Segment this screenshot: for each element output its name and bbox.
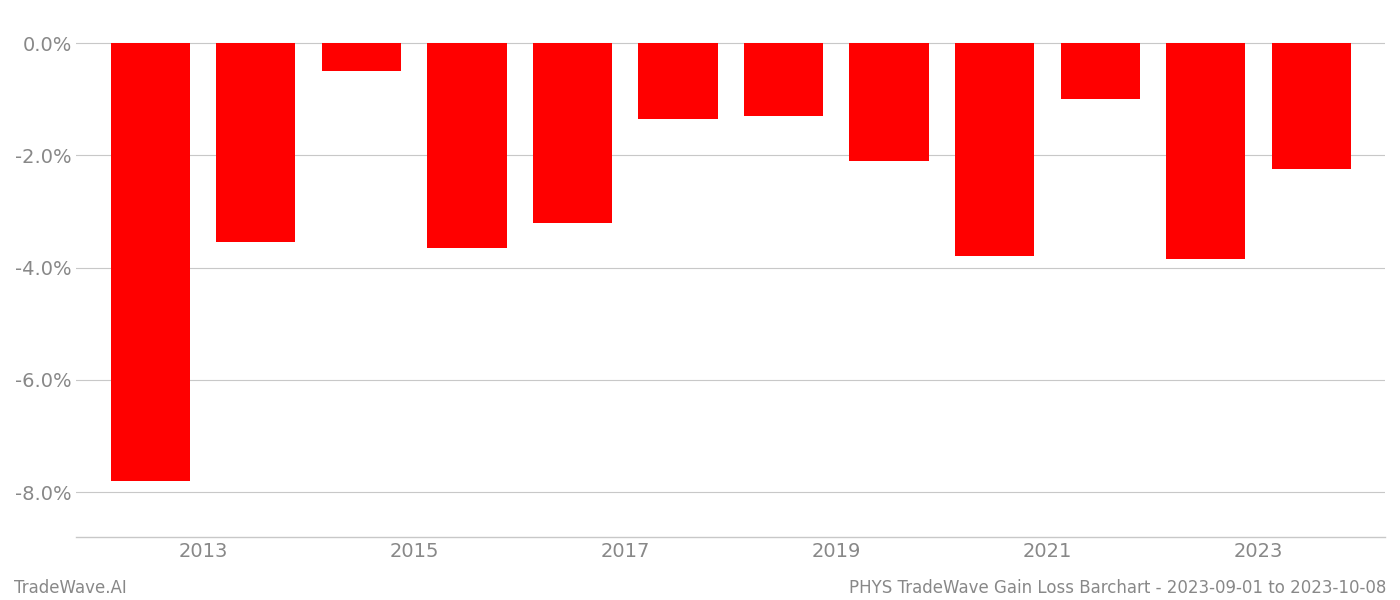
Bar	[743, 43, 823, 116]
Bar	[111, 43, 190, 481]
Bar	[1271, 43, 1351, 169]
Text: TradeWave.AI: TradeWave.AI	[14, 579, 127, 597]
Bar	[533, 43, 612, 223]
Bar	[1061, 43, 1140, 99]
Bar	[322, 43, 400, 71]
Bar	[217, 43, 295, 242]
Bar	[427, 43, 507, 248]
Bar	[1166, 43, 1245, 259]
Bar	[850, 43, 928, 161]
Text: PHYS TradeWave Gain Loss Barchart - 2023-09-01 to 2023-10-08: PHYS TradeWave Gain Loss Barchart - 2023…	[848, 579, 1386, 597]
Bar	[638, 43, 718, 119]
Bar	[955, 43, 1035, 256]
